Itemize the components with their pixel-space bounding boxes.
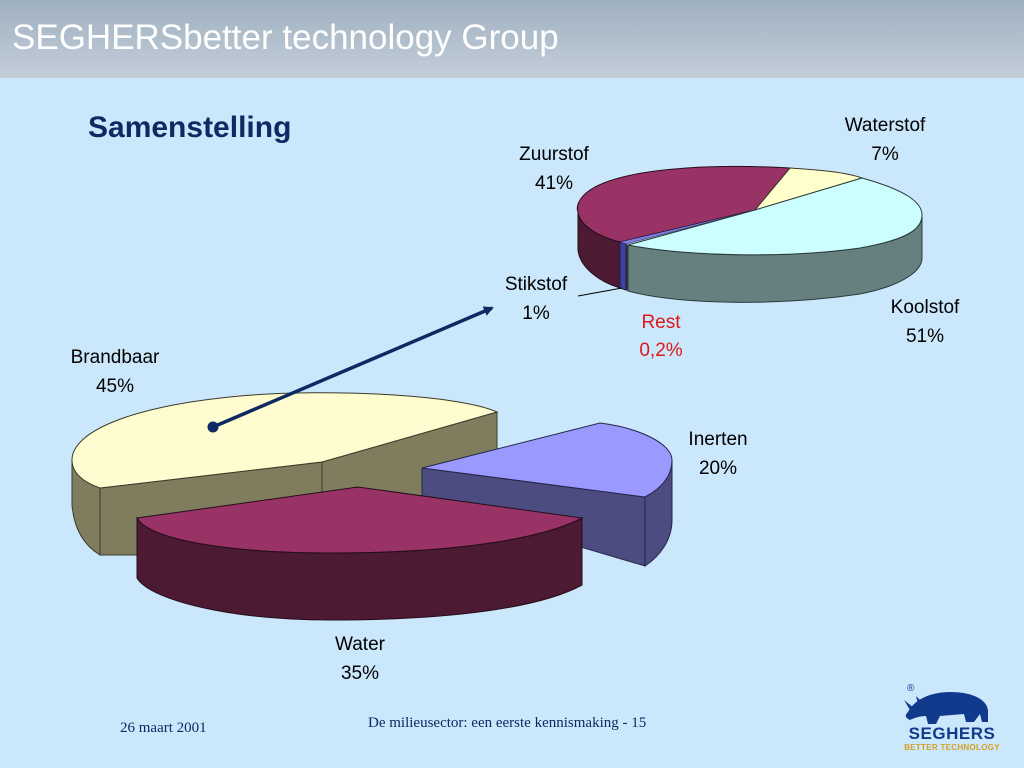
- slide-title: Samenstelling: [88, 111, 292, 144]
- explode-arrow: [207, 306, 494, 433]
- logo-tagline: BETTER TECHNOLOGY: [904, 743, 1000, 752]
- pie-slice-waterstof: [753, 167, 864, 211]
- logo-name: SEGHERS: [908, 724, 996, 743]
- label-koolstof-name: Koolstof: [891, 297, 960, 318]
- header-title: SEGHERSbetter technology Group: [12, 18, 559, 57]
- label-waterstof-value: 7%: [871, 144, 899, 165]
- label-water-name: Water: [335, 634, 386, 655]
- label-brandbaar-value: 45%: [96, 376, 134, 397]
- label-rest-name: Rest: [641, 312, 681, 333]
- label-zuurstof-name: Zuurstof: [519, 144, 589, 165]
- slide-header: SEGHERSbetter technology Group: [0, 0, 1024, 78]
- stikstof-leader-line: [577, 287, 623, 297]
- label-stikstof-name: Stikstof: [505, 274, 568, 295]
- footer-text: De milieusector: een eerste kennismaking…: [368, 715, 647, 731]
- logo-registered-mark: ®: [907, 683, 915, 694]
- pie-slice-stikstof: [619, 209, 756, 291]
- pie-slice-koolstof: [627, 177, 923, 303]
- label-water-value: 35%: [341, 663, 379, 684]
- label-brandbaar-name: Brandbaar: [71, 347, 160, 368]
- label-inerten-name: Inerten: [688, 429, 747, 450]
- label-koolstof-value: 51%: [906, 326, 944, 347]
- label-inerten-value: 20%: [699, 458, 737, 479]
- footer-date: 26 maart 2001: [120, 720, 207, 736]
- label-zuurstof-value: 41%: [535, 173, 573, 194]
- label-waterstof-name: Waterstof: [845, 115, 926, 136]
- pie-slice-water: [136, 486, 584, 621]
- label-stikstof-value: 1%: [522, 303, 550, 324]
- pie-slice-zuurstof: [576, 165, 792, 289]
- rhino-logo-icon: [904, 692, 988, 724]
- label-rest-value: 0,2%: [639, 340, 682, 361]
